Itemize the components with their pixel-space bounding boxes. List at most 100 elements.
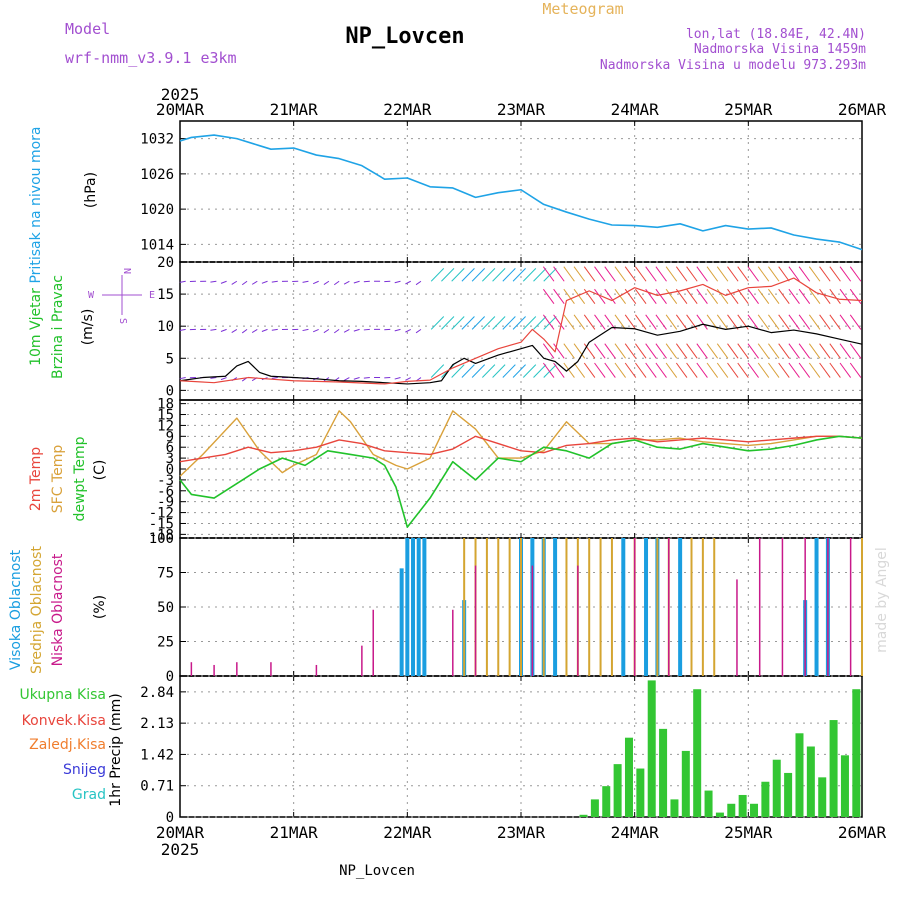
- wind-arrow: [323, 280, 330, 285]
- wind-ylabel-1: 10m Vjetar: [28, 288, 44, 366]
- cloud-bar: [361, 645, 363, 676]
- legend-snijeg: Snijeg: [63, 762, 106, 778]
- wind-arrow: [798, 343, 811, 359]
- precip-bar: [590, 799, 599, 817]
- wind-arrow: [210, 280, 217, 283]
- temp-unit: (C): [92, 460, 108, 481]
- cloud-bar: [565, 538, 568, 676]
- wind-arrow: [829, 288, 841, 305]
- wind-arrow: [241, 280, 248, 286]
- wind-arrow: [583, 362, 596, 378]
- wind-arrow: [543, 316, 557, 330]
- wind-arrow: [461, 364, 475, 378]
- ytick-label: 0: [166, 462, 174, 478]
- legend-grad: Grad: [72, 787, 106, 803]
- wind-arrow: [353, 328, 360, 332]
- wind-arrow: [604, 288, 616, 305]
- top-date-1: 21MAR: [270, 100, 319, 119]
- ytick-label: 1.42: [140, 747, 174, 763]
- wind-arrow: [241, 328, 248, 334]
- wind-arrow: [655, 343, 667, 359]
- wind-arrow: [839, 288, 852, 305]
- ytick-label: 0: [166, 669, 174, 685]
- wind-arrow: [512, 316, 526, 330]
- wind-arrow: [829, 362, 841, 378]
- wind-arrow: [645, 266, 657, 282]
- bottom-date-2: 22MAR: [383, 823, 432, 842]
- wind-arrow: [481, 316, 496, 330]
- year-bottom: 2025: [161, 840, 200, 859]
- wind-arrow: [604, 362, 616, 378]
- compass-w: W: [88, 290, 95, 301]
- wind-arrow: [231, 280, 238, 285]
- wind-arrow: [665, 362, 678, 378]
- wind-arrow: [768, 288, 780, 305]
- precip-bar: [806, 746, 815, 817]
- wind-arrow: [363, 328, 370, 331]
- cloud-bar: [508, 538, 511, 676]
- wind-arrow: [604, 343, 616, 359]
- cloud-bar: [758, 538, 761, 676]
- cloud-bar: [668, 538, 670, 676]
- wind-arrow: [553, 362, 565, 378]
- temp-ylabel-dew: dewpt Temp: [72, 436, 88, 521]
- wind-arrow: [179, 377, 186, 380]
- wind-arrow: [757, 288, 770, 305]
- precip-bar: [715, 812, 724, 817]
- wind-arrow: [768, 362, 780, 378]
- wind-arrow: [757, 266, 770, 282]
- wind-arrow: [849, 314, 862, 330]
- wind-unit: (m/s): [80, 309, 96, 346]
- cloud-bar: [633, 538, 636, 676]
- wind-arrow: [706, 266, 719, 282]
- precip-bar: [784, 772, 793, 817]
- compass-rose: W E N S: [88, 268, 155, 324]
- cloud-bar: [416, 538, 421, 676]
- wind-arrow: [747, 266, 759, 282]
- wind-arrow: [614, 343, 626, 359]
- wind-arrow: [849, 288, 862, 305]
- cloud-bar: [781, 538, 784, 676]
- ytick-label: 50: [157, 600, 174, 616]
- wind-arrow: [343, 280, 350, 285]
- ytick-label: 5: [166, 351, 174, 367]
- ytick-label: 0: [166, 383, 174, 399]
- wind-arrow: [788, 266, 800, 282]
- wind-arrow: [481, 267, 496, 282]
- wind-arrow: [747, 343, 759, 359]
- wind-arrow: [522, 267, 537, 282]
- wind-arrow: [788, 314, 800, 330]
- wind-arrow: [251, 280, 258, 285]
- wind-arrow: [492, 364, 506, 378]
- wind-arrow: [261, 280, 268, 284]
- side-label: made by Angel: [874, 547, 890, 653]
- wind-arrow: [819, 314, 831, 330]
- wind-arrow: [543, 364, 557, 378]
- wind-arrow: [655, 266, 667, 282]
- panel-frame-2: [179, 399, 863, 539]
- wind-arrow: [747, 362, 759, 378]
- cloud-bar: [463, 538, 466, 676]
- wind-arrow: [635, 362, 647, 378]
- wind-arrow: [839, 266, 852, 282]
- wind-arrow: [512, 364, 526, 378]
- wind-arrow: [696, 266, 708, 282]
- pressure-ylabel: Pritisak na nivou mora: [28, 126, 44, 283]
- precip-bar: [738, 794, 747, 817]
- ytick-label: 2.13: [140, 716, 174, 732]
- wind-arrow: [727, 288, 739, 305]
- wind-arrow: [716, 343, 729, 359]
- ytick-label: 0.71: [140, 779, 174, 795]
- cloud-bar: [861, 538, 863, 676]
- wind-arrow: [471, 316, 486, 330]
- wind-arrow: [271, 377, 278, 379]
- cloud-bar: [474, 565, 477, 676]
- wind-arrow: [675, 266, 688, 282]
- wind-arrow: [635, 266, 647, 282]
- wind-arrow: [415, 280, 422, 286]
- wind-arrow: [768, 314, 780, 330]
- cloud-bar: [678, 538, 683, 676]
- ytick-label: 20: [157, 255, 174, 271]
- wind-arrow: [675, 314, 688, 330]
- wind-arrow: [573, 314, 586, 330]
